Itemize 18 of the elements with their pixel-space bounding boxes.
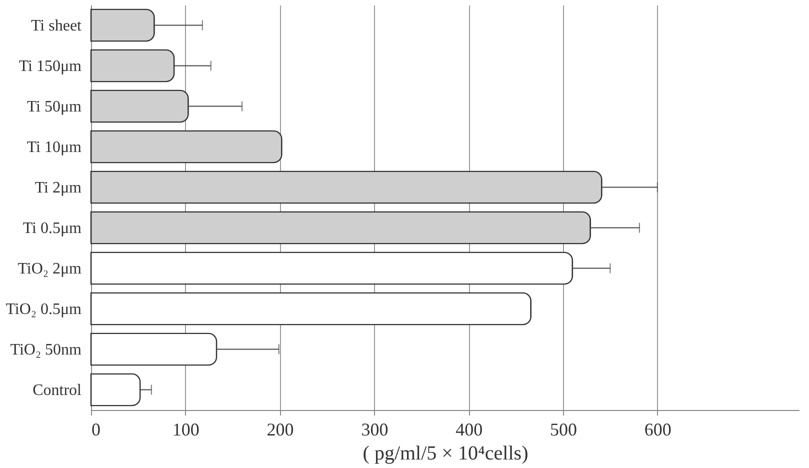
x-tick-label: 600 (644, 420, 672, 440)
x-axis-title: ( pg/ml/5 × 10⁴cells) (362, 442, 528, 464)
x-tick-label: 0 (92, 420, 100, 440)
y-tick-label: TiO₂ 2μm (18, 260, 82, 278)
x-tick-label: 200 (266, 420, 294, 440)
y-tick-label: Ti 0.5μm (22, 220, 82, 237)
y-tick-label: Ti 2μm (34, 179, 82, 196)
y-tick-label: Ti 50μm (26, 98, 82, 116)
y-tick-label: TiO₂ 50nm (10, 341, 82, 358)
x-tick-label: 400 (456, 420, 483, 440)
x-tick-label: 100 (172, 420, 200, 440)
y-tick-label: Ti 10μm (26, 138, 82, 156)
y-tick-label: Ti 150μm (18, 58, 82, 75)
x-tick-label: 300 (361, 420, 388, 440)
x-tick-label: 500 (550, 420, 577, 440)
y-tick-label: TiO₂ 0.5μm (6, 300, 82, 318)
y-tick-label: Control (32, 382, 82, 399)
y-tick-label: Ti sheet (30, 17, 82, 34)
